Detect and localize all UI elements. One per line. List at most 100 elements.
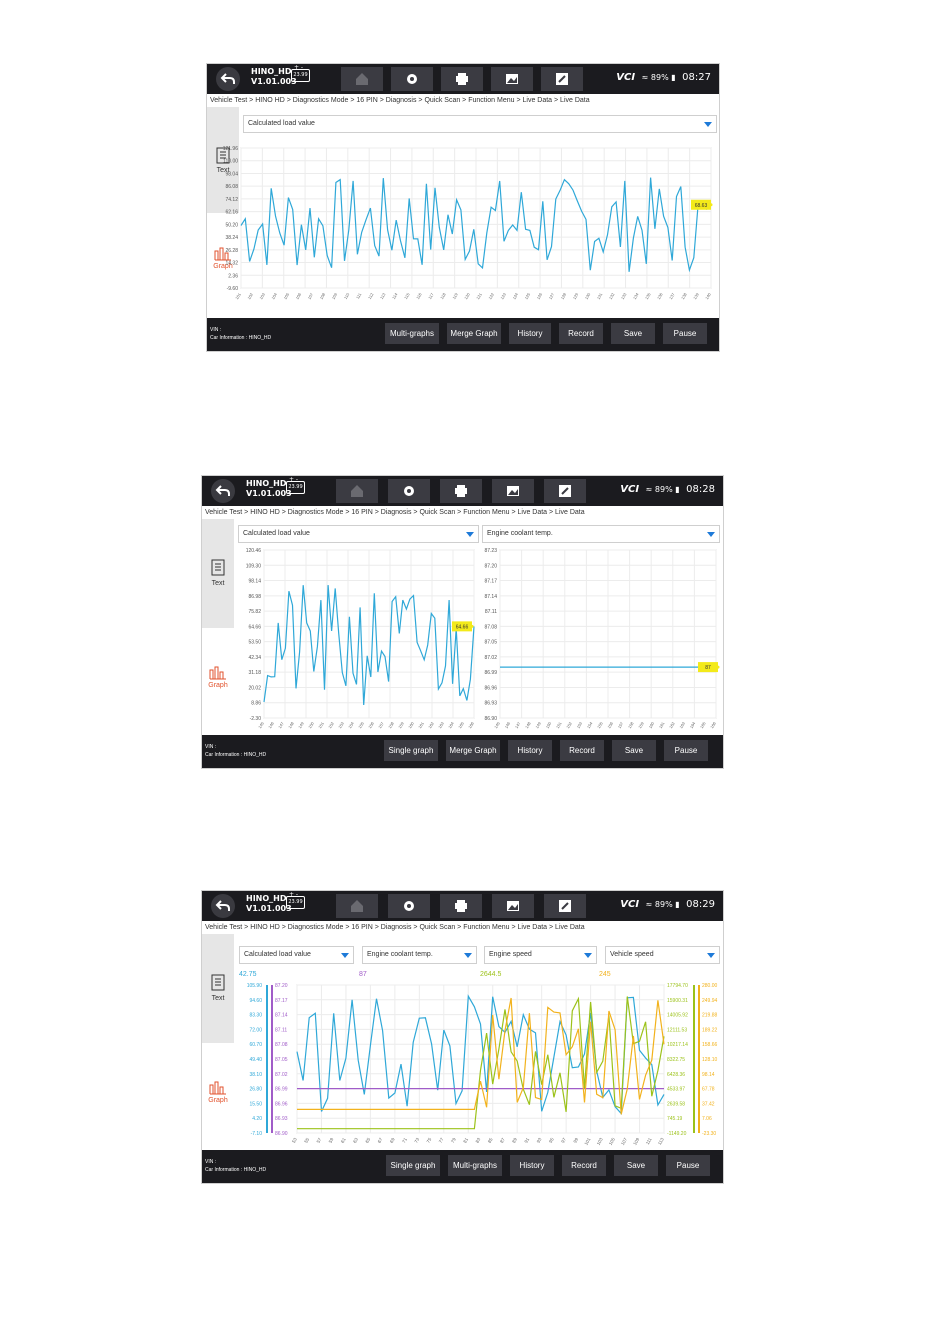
x-tick-label: 81 [462,1137,469,1144]
pid-selector-1[interactable]: Calculated load value [243,115,717,133]
printer-icon [456,73,468,85]
print-button[interactable] [441,67,483,91]
x-tick-label: 120 [463,291,471,300]
feedback-button[interactable] [544,894,586,918]
pause-button[interactable]: Pause [664,740,708,761]
y-tick-label-right: 86.93 [484,701,497,707]
x-tick-label: 105 [608,1137,616,1146]
record-button[interactable]: Record [562,1155,606,1176]
screenshot-button[interactable] [492,894,534,918]
print-button[interactable] [440,894,482,918]
tab-text[interactable]: Text [207,107,239,213]
back-button[interactable] [216,67,240,91]
bottom-bar: VIN : Car Information : HINO_HD Single g… [202,1150,723,1183]
chevron-down-icon [466,532,474,537]
current-value-tag-bg [691,199,711,210]
settings-button[interactable] [391,67,433,91]
tab-text[interactable]: Text [202,934,234,1043]
x-tick-label: 85 [487,1137,494,1144]
screenshot-button[interactable] [491,67,533,91]
top-bar: HINO_HD V1.01.003 23.99 VCI ≈ 89% ▮ 08:2… [207,64,719,94]
x-tick-label: 101 [234,291,242,300]
merge-graph-button[interactable]: Merge Graph [446,740,500,761]
y-tick-label: 50.20 [225,222,238,228]
pid-selector-value: Calculated load value [243,530,310,537]
x-tick-label: 125 [523,291,531,300]
history-button[interactable]: History [510,1155,554,1176]
tab-text[interactable]: Text [202,519,234,628]
back-button[interactable] [211,479,235,503]
x-tick-label: 109 [632,1137,640,1146]
history-button[interactable]: History [509,323,551,344]
tab-graph[interactable]: Graph [207,213,239,319]
feedback-button[interactable] [544,479,586,503]
history-button[interactable]: History [508,740,552,761]
settings-button[interactable] [388,894,430,918]
x-tick-label: 110 [343,291,351,300]
tab-graph[interactable]: Graph [202,628,234,734]
settings-button[interactable] [388,479,430,503]
y-tick-label-left: 53.50 [248,640,261,646]
single-graph-button[interactable]: Single graph [384,740,438,761]
current-value-tag: 68.63 [695,203,708,209]
pid-selector-2[interactable]: Engine coolant temp. [362,946,477,964]
home-button[interactable] [336,894,378,918]
x-tick-label: 95 [548,1137,555,1144]
bar-chart-icon [209,666,226,680]
pid-selector-1[interactable]: Calculated load value [238,525,479,543]
battery-icon: ▮ [675,485,680,494]
x-tick-label: 57 [315,1137,322,1144]
record-button[interactable]: Record [560,740,604,761]
screenshot-1: HINO_HD V1.01.003 23.99 VCI ≈ 89% ▮ 08:2… [206,63,720,352]
single-graph-button[interactable]: Single graph [386,1155,440,1176]
merge-graph-button[interactable]: Merge Graph [447,323,501,344]
y-tick-label-right: 87.02 [484,655,497,661]
screenshot-button[interactable] [492,479,534,503]
pid-selector-value: Engine coolant temp. [487,530,553,537]
tab-graph[interactable]: Graph [202,1043,234,1149]
x-tick-label: 115 [403,291,411,300]
x-tick-label: 149 [534,720,542,729]
y-tick-label-load: 105.90 [247,983,263,989]
home-button[interactable] [341,67,383,91]
save-button[interactable]: Save [612,740,656,761]
pid-selector-2[interactable]: Engine coolant temp. [482,525,720,543]
pid-selector-value: Engine coolant temp. [367,951,433,958]
y-tick-label-vehicle-speed: 37.42 [702,1101,715,1107]
home-button[interactable] [336,479,378,503]
y-tick-label-load: 60.70 [249,1042,262,1048]
multi-graphs-button[interactable]: Multi-graphs [385,323,439,344]
save-button[interactable]: Save [611,323,655,344]
multi-graphs-button[interactable]: Multi-graphs [448,1155,502,1176]
x-tick-label: 103 [258,291,266,300]
x-tick-label: 106 [294,291,302,300]
pause-button[interactable]: Pause [663,323,707,344]
y-tick-label: 110.00 [223,159,238,165]
x-tick-label: 163 [678,720,686,729]
home-icon [351,485,363,497]
x-tick-label: 112 [367,291,375,300]
x-tick-label: 159 [397,720,405,729]
record-button[interactable]: Record [559,323,603,344]
back-button[interactable] [211,894,235,918]
y-tick-label-right: 87.20 [484,563,497,569]
back-arrow-icon [215,485,230,496]
x-tick-label: 111 [645,1137,653,1146]
x-tick-label: 163 [437,720,445,729]
pause-button[interactable]: Pause [666,1155,710,1176]
x-tick-label: 166 [467,720,475,729]
x-tick-label: 101 [583,1137,591,1146]
line-chart: 121.96 110.00 98.04 86.08 74.12 62.16 50.20 38.… [223,146,713,300]
print-button[interactable] [440,479,482,503]
x-tick-label: 104 [270,291,278,300]
pid-selector-3[interactable]: Engine speed [484,946,597,964]
save-button[interactable]: Save [614,1155,658,1176]
battery-percent: 89% [654,485,673,494]
x-tick-label: 61 [340,1137,347,1144]
pid-selector-1[interactable]: Calculated load value [239,946,354,964]
vin-label: VIN : [205,744,217,750]
y-tick-label-engine-speed: 10217.14 [667,1042,688,1048]
feedback-button[interactable] [541,67,583,91]
y-tick-label-load: -7.10 [251,1131,263,1137]
pid-selector-4[interactable]: Vehicle speed [605,946,720,964]
